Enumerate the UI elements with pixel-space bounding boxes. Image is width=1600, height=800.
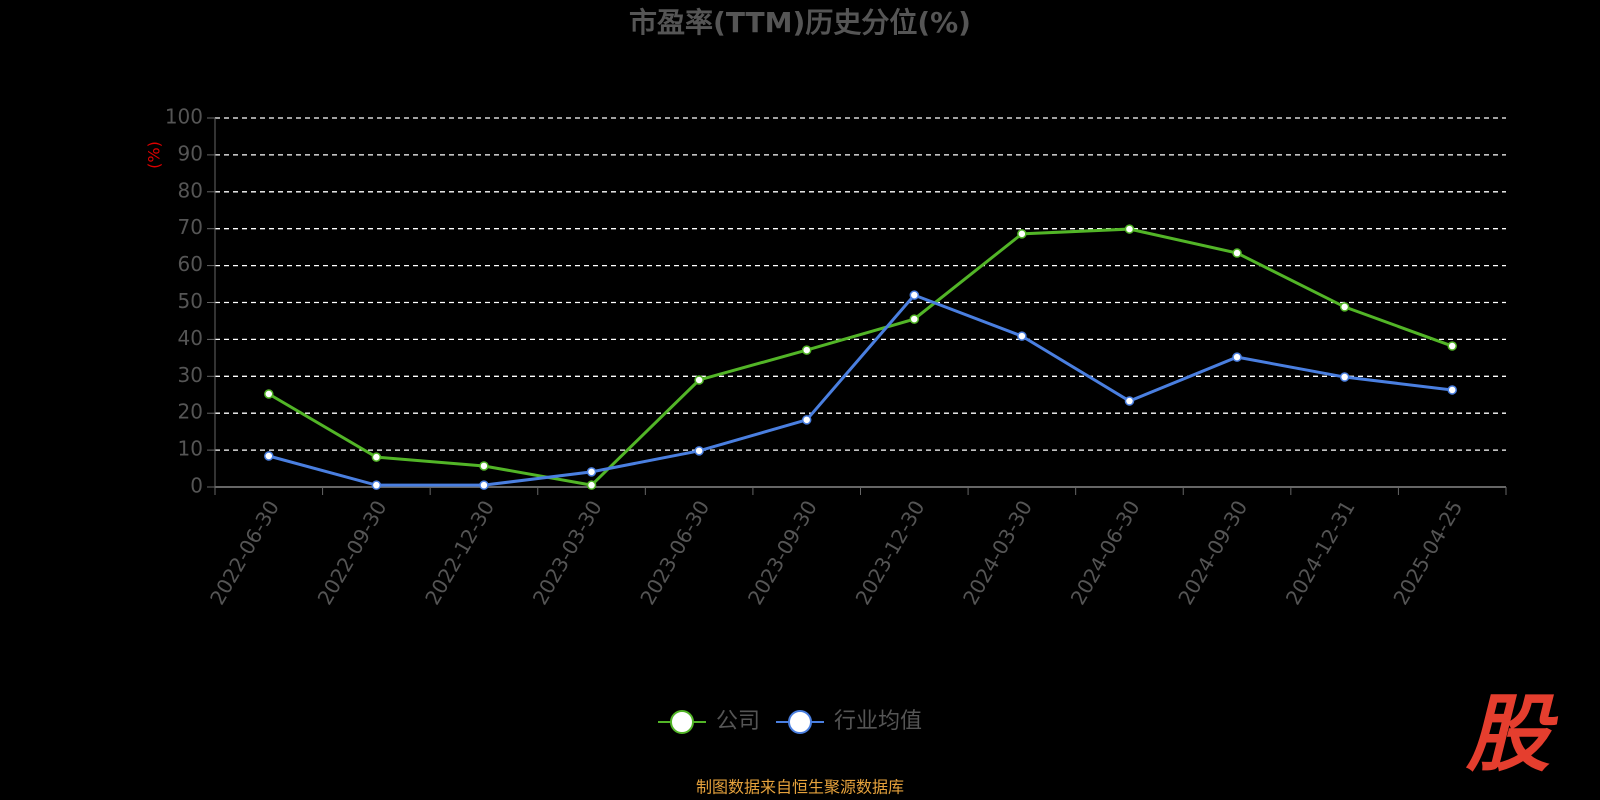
y-tick-label: 10 <box>178 437 203 461</box>
y-tick-label: 60 <box>178 252 203 276</box>
y-axis-label: (%) <box>145 141 164 169</box>
point-marker <box>1124 224 1135 234</box>
point-marker <box>1339 372 1350 382</box>
y-tick-label: 30 <box>178 363 203 387</box>
legend-label: 行业均值 <box>834 709 922 734</box>
point-marker <box>694 375 704 385</box>
point-marker <box>1339 302 1350 312</box>
y-tick-label: 40 <box>178 326 203 350</box>
point-marker <box>479 480 489 490</box>
point-marker <box>801 415 812 425</box>
point-marker <box>586 467 597 477</box>
point-marker <box>371 480 382 490</box>
point-marker <box>371 452 382 462</box>
point-marker <box>1232 248 1242 258</box>
point-marker <box>694 446 704 456</box>
point-marker <box>1447 341 1457 351</box>
point-marker <box>586 480 597 490</box>
legend-marker <box>670 710 694 734</box>
point-marker <box>1232 352 1242 362</box>
point-marker <box>909 314 920 324</box>
point-marker <box>1017 229 1027 239</box>
point-marker <box>1017 331 1027 341</box>
logo: 股 <box>1465 685 1559 783</box>
source-note: 制图数据来自恒生聚源数据库 <box>696 778 904 797</box>
series-line <box>268 293 1453 487</box>
point-marker <box>909 290 920 300</box>
point-marker <box>479 461 489 471</box>
y-tick-label: 80 <box>178 178 203 202</box>
point-marker <box>1447 385 1457 395</box>
y-tick-label: 100 <box>165 105 203 129</box>
point-marker <box>1124 396 1135 406</box>
legend-marker <box>788 710 812 734</box>
y-tick-label: 70 <box>178 215 203 239</box>
legend-label: 公司 <box>716 709 760 734</box>
series-line <box>268 227 1453 487</box>
point-marker <box>264 389 274 399</box>
y-tick-label: 50 <box>178 289 203 313</box>
y-tick-label: 90 <box>178 141 203 165</box>
y-tick-label: 0 <box>190 474 203 498</box>
point-marker <box>264 451 274 461</box>
chart-title: 市盈率(TTM)历史分位(%) <box>629 6 971 39</box>
y-tick-label: 20 <box>178 400 203 424</box>
point-marker <box>801 345 812 355</box>
